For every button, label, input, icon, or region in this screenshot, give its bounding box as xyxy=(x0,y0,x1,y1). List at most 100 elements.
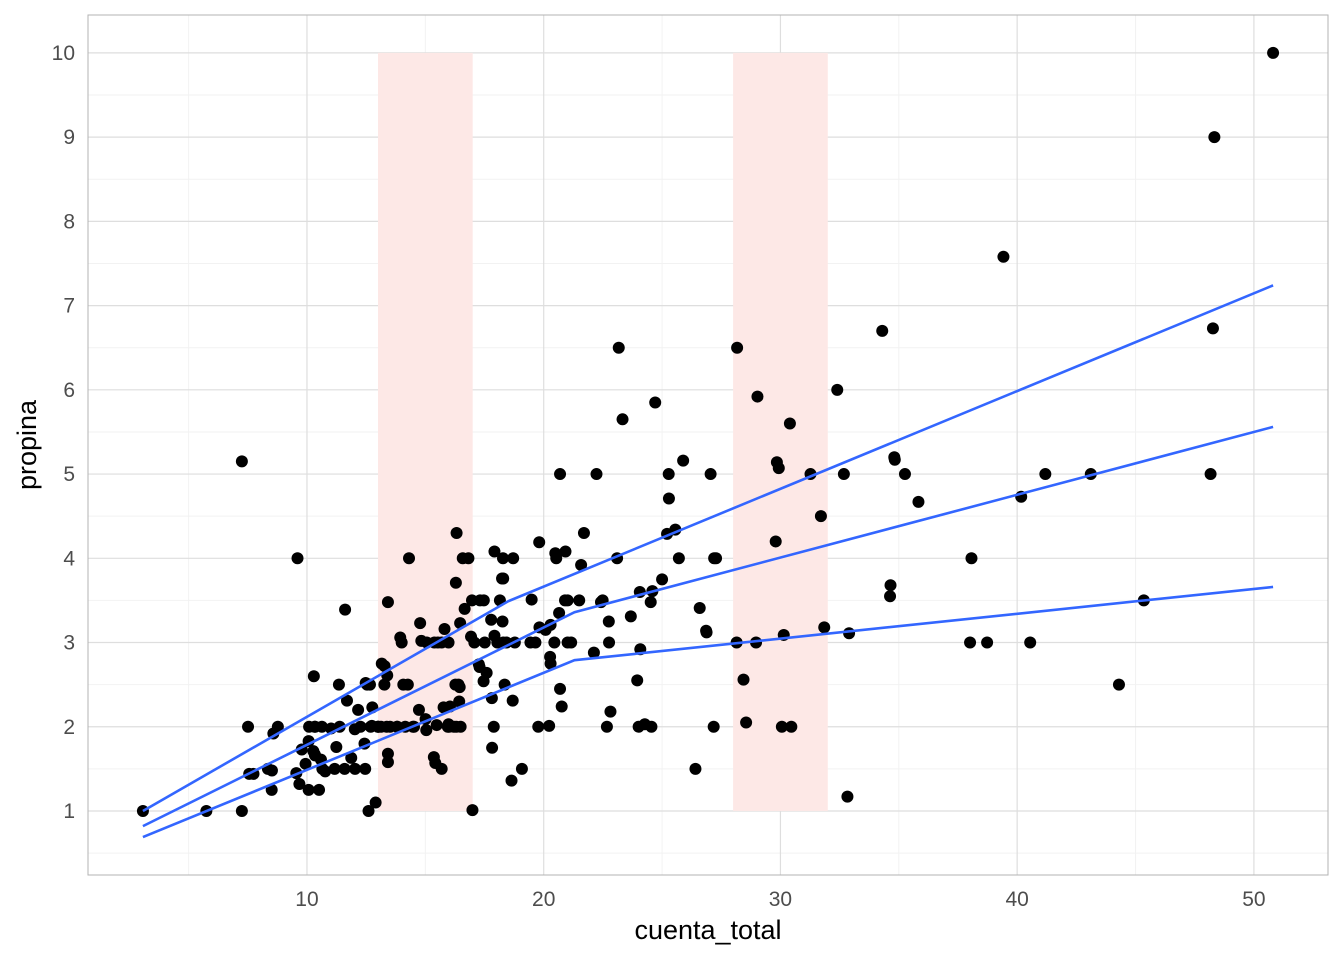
data-point xyxy=(1208,131,1221,144)
data-point xyxy=(456,552,469,565)
data-point xyxy=(328,762,341,775)
data-point xyxy=(559,545,572,558)
data-point xyxy=(575,559,588,572)
data-point xyxy=(349,762,362,775)
data-point xyxy=(656,573,669,586)
y-tick-label: 5 xyxy=(63,463,75,486)
data-point xyxy=(737,673,750,686)
data-point xyxy=(235,455,248,468)
y-tick-label: 9 xyxy=(63,126,75,149)
data-point xyxy=(561,636,574,649)
data-point xyxy=(843,627,856,640)
data-point xyxy=(330,740,343,753)
data-point xyxy=(466,804,479,817)
data-point xyxy=(662,492,675,505)
data-point xyxy=(624,610,637,623)
data-point xyxy=(632,720,645,733)
data-point xyxy=(785,720,798,733)
data-point xyxy=(769,535,782,548)
data-point xyxy=(841,790,854,803)
data-point xyxy=(449,576,462,589)
data-point xyxy=(965,552,978,565)
data-point xyxy=(242,720,255,733)
data-point xyxy=(235,804,248,817)
data-point xyxy=(814,510,827,523)
data-point xyxy=(912,495,925,508)
data-point xyxy=(876,324,889,337)
data-point xyxy=(700,624,713,637)
y-tick-label: 1 xyxy=(63,800,75,823)
trend-line-upper xyxy=(142,284,1274,813)
data-point xyxy=(751,390,764,403)
data-point xyxy=(898,468,911,481)
y-tick-label: 3 xyxy=(63,632,75,655)
data-point xyxy=(450,527,463,540)
x-tick-label: 40 xyxy=(1005,888,1028,911)
data-point xyxy=(293,778,306,791)
data-point xyxy=(548,636,561,649)
data-point xyxy=(485,613,498,626)
data-point xyxy=(449,678,462,691)
data-point xyxy=(553,607,566,620)
data-point xyxy=(981,636,994,649)
data-point xyxy=(435,762,448,775)
data-point xyxy=(1206,322,1219,335)
data-point xyxy=(524,636,537,649)
data-point xyxy=(644,596,657,609)
data-point xyxy=(384,720,397,733)
x-tick-label: 50 xyxy=(1242,888,1265,911)
data-point xyxy=(997,250,1010,263)
data-point xyxy=(604,705,617,718)
trend-line-lower xyxy=(142,585,1274,839)
y-tick-label: 8 xyxy=(63,210,75,233)
data-point xyxy=(354,720,367,733)
data-point xyxy=(631,674,644,687)
data-point xyxy=(468,636,481,649)
data-point xyxy=(340,694,353,707)
x-tick-label: 30 xyxy=(769,888,792,911)
data-point xyxy=(750,636,763,649)
data-point xyxy=(453,695,466,708)
y-axis-ticks: 1 2 3 4 5 6 7 8 9 10 xyxy=(52,42,76,823)
data-point xyxy=(447,720,460,733)
data-point xyxy=(603,636,616,649)
data-point xyxy=(369,796,382,809)
data-point xyxy=(672,552,685,565)
data-point xyxy=(1024,636,1037,649)
grid-minor xyxy=(88,15,1328,875)
data-point xyxy=(677,454,690,467)
data-point xyxy=(507,552,520,565)
data-point xyxy=(299,757,312,770)
plot-panel-background xyxy=(88,15,1328,875)
data-point xyxy=(543,719,556,732)
x-tick-label: 10 xyxy=(295,888,318,911)
data-point xyxy=(362,804,375,817)
data-point xyxy=(649,396,662,409)
data-point xyxy=(506,694,519,707)
data-point xyxy=(1267,46,1280,59)
data-point xyxy=(496,615,509,628)
data-point xyxy=(888,453,901,466)
data-point xyxy=(302,783,315,796)
data-point xyxy=(477,594,490,607)
data-point xyxy=(577,527,590,540)
data-point xyxy=(533,536,546,549)
data-point xyxy=(544,650,557,663)
y-tick-label: 2 xyxy=(63,716,75,739)
data-point xyxy=(662,468,675,481)
data-point xyxy=(345,751,358,764)
data-point xyxy=(487,720,500,733)
data-point xyxy=(573,594,586,607)
y-tick-label: 10 xyxy=(52,42,75,65)
data-point xyxy=(689,762,702,775)
data-point xyxy=(1204,468,1217,481)
data-point xyxy=(783,417,796,430)
data-point xyxy=(319,765,332,778)
x-axis-title: cuenta_total xyxy=(634,915,781,945)
data-point xyxy=(338,762,351,775)
data-point xyxy=(496,552,509,565)
data-point xyxy=(427,751,440,764)
data-point xyxy=(488,629,501,642)
data-point xyxy=(486,741,499,754)
